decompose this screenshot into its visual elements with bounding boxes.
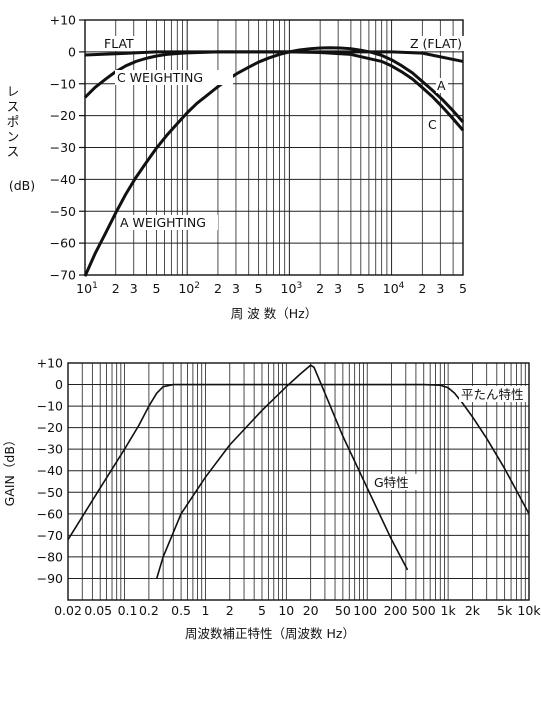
y-tick-label: −50 bbox=[37, 485, 63, 500]
x-tick-label: 100 bbox=[353, 603, 377, 618]
label-background bbox=[426, 117, 438, 132]
y-tick-label: −20 bbox=[37, 420, 63, 435]
y-tick-label: 0 bbox=[68, 44, 76, 59]
x-tick-label: 2 bbox=[316, 281, 324, 296]
y-tick-label: −40 bbox=[50, 172, 76, 187]
x-tick-label: 3 bbox=[130, 281, 138, 296]
g-characteristic-curve bbox=[155, 364, 409, 579]
y-tick-label: −80 bbox=[37, 549, 63, 564]
y-tick-label: −70 bbox=[37, 528, 63, 543]
x-tick-label: 50 bbox=[335, 603, 351, 618]
x-tick-label: 0.05 bbox=[84, 603, 112, 618]
x-tick-label: 2 bbox=[214, 281, 222, 296]
label-background bbox=[102, 36, 138, 51]
x-tick-label: 5 bbox=[255, 281, 263, 296]
y-axis-label-char: ポ bbox=[7, 114, 20, 129]
flat-characteristic-label: 平たん特性 bbox=[461, 387, 524, 402]
x-tick-label: 5k bbox=[497, 603, 513, 618]
x-axis-label: 周 波 数（Hz） bbox=[231, 306, 317, 321]
x-tick-label: 0.1 bbox=[118, 603, 138, 618]
x-tick-label: 5 bbox=[357, 281, 365, 296]
y-axis-unit: (dB) bbox=[9, 178, 35, 193]
plot-frame bbox=[84, 19, 464, 276]
x-tick-label: 500 bbox=[412, 603, 436, 618]
y-tick-label: +10 bbox=[37, 356, 63, 371]
plot-frame bbox=[67, 362, 530, 601]
label-background bbox=[436, 78, 448, 93]
x-tick-label: 0.5 bbox=[171, 603, 191, 618]
x-tick-label: 5 bbox=[459, 281, 467, 296]
x-tick-label: 10 bbox=[278, 603, 294, 618]
y-tick-label: −60 bbox=[37, 506, 63, 521]
y-tick-label: −40 bbox=[37, 463, 63, 478]
y-axis-label-char: ン bbox=[7, 129, 20, 144]
label-background bbox=[372, 474, 418, 490]
a-weighting-label: A WEIGHTING bbox=[120, 215, 206, 230]
y-tick-label: −60 bbox=[50, 236, 76, 251]
y-tick-label: −10 bbox=[50, 76, 76, 91]
y-axis-label-char: ス bbox=[7, 99, 20, 114]
x-tick-label: 0.2 bbox=[139, 603, 159, 618]
flat-characteristic-curve bbox=[67, 383, 530, 541]
x-tick-label: 0.02 bbox=[54, 603, 82, 618]
x-tick-label: 2k bbox=[465, 603, 481, 618]
label-background bbox=[118, 215, 218, 230]
c-weighting-curve bbox=[83, 50, 465, 132]
x-tick-label: 1 bbox=[201, 603, 209, 618]
y-axis-label: GAIN（dB） bbox=[2, 434, 17, 507]
x-tick-label: 5 bbox=[152, 281, 160, 296]
y-tick-label: −20 bbox=[50, 108, 76, 123]
y-axis-label-char: レ bbox=[7, 84, 20, 99]
y-tick-label: −70 bbox=[50, 268, 76, 283]
label-background bbox=[115, 70, 233, 85]
a-weighting-curve bbox=[83, 46, 465, 277]
label-background bbox=[459, 386, 527, 402]
y-tick-label: −30 bbox=[50, 140, 76, 155]
y-tick-label: 0 bbox=[55, 377, 63, 392]
x-axis-label: 周波数補正特性（周波数 Hz） bbox=[185, 626, 355, 641]
y-tick-label: +10 bbox=[50, 13, 76, 28]
y-tick-label: −50 bbox=[50, 204, 76, 219]
g-characteristic-label: G特性 bbox=[374, 475, 409, 490]
x-tick-label: 10k bbox=[517, 603, 541, 618]
c-weighting-label: C WEIGHTING bbox=[117, 70, 203, 85]
y-tick-label: −90 bbox=[37, 571, 63, 586]
x-tick-label: 20 bbox=[303, 603, 319, 618]
z-flat-label: Z (FLAT) bbox=[410, 36, 462, 51]
y-tick-label: −30 bbox=[37, 442, 63, 457]
y-tick-label: −10 bbox=[37, 399, 63, 414]
x-tick-label: 2 bbox=[112, 281, 120, 296]
x-tick-label: 2 bbox=[226, 603, 234, 618]
a-end-label: A bbox=[437, 78, 446, 93]
y-axis-label-char: ス bbox=[7, 144, 20, 159]
x-tick-label: 2 bbox=[418, 281, 426, 296]
c-end-label: C bbox=[428, 117, 437, 132]
x-tick-label: 1k bbox=[441, 603, 457, 618]
x-tick-label: 200 bbox=[384, 603, 408, 618]
x-tick-label: 3 bbox=[436, 281, 444, 296]
flat-label: FLAT bbox=[104, 36, 134, 51]
x-tick-label: 5 bbox=[258, 603, 266, 618]
label-background bbox=[408, 36, 464, 51]
x-tick-label: 3 bbox=[334, 281, 342, 296]
x-tick-label: 3 bbox=[232, 281, 240, 296]
